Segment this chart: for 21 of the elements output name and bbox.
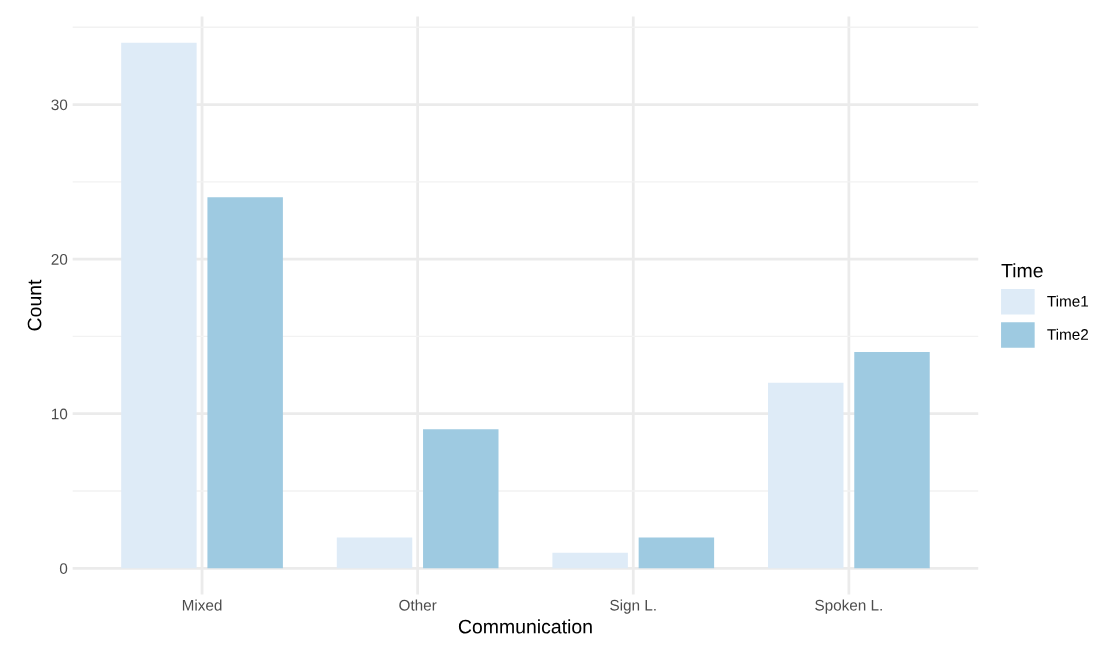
y-tick-label: 30 [51,99,68,111]
bar [854,351,930,569]
legend-label: Time1 [1047,295,1089,307]
legend-label: Time2 [1047,328,1088,340]
legend-title: Time [1001,263,1043,278]
bar [336,537,413,569]
x-tick-label: Sign L. [610,599,656,614]
y-tick-label: 10 [51,408,68,420]
bar [423,429,499,569]
y-tick-label: 20 [51,254,68,265]
x-tick-label: Spoken L. [815,599,882,614]
x-tick-label: Other [399,599,437,611]
y-tick-label: 0 [59,563,68,574]
y-axis-title: Count [27,279,42,331]
bar [768,382,844,569]
bar [121,42,197,569]
bar [638,537,715,569]
x-tick-label: Mixed [182,599,222,611]
bar [207,197,283,569]
x-axis-title: Communication [458,619,592,634]
bar [552,552,628,569]
